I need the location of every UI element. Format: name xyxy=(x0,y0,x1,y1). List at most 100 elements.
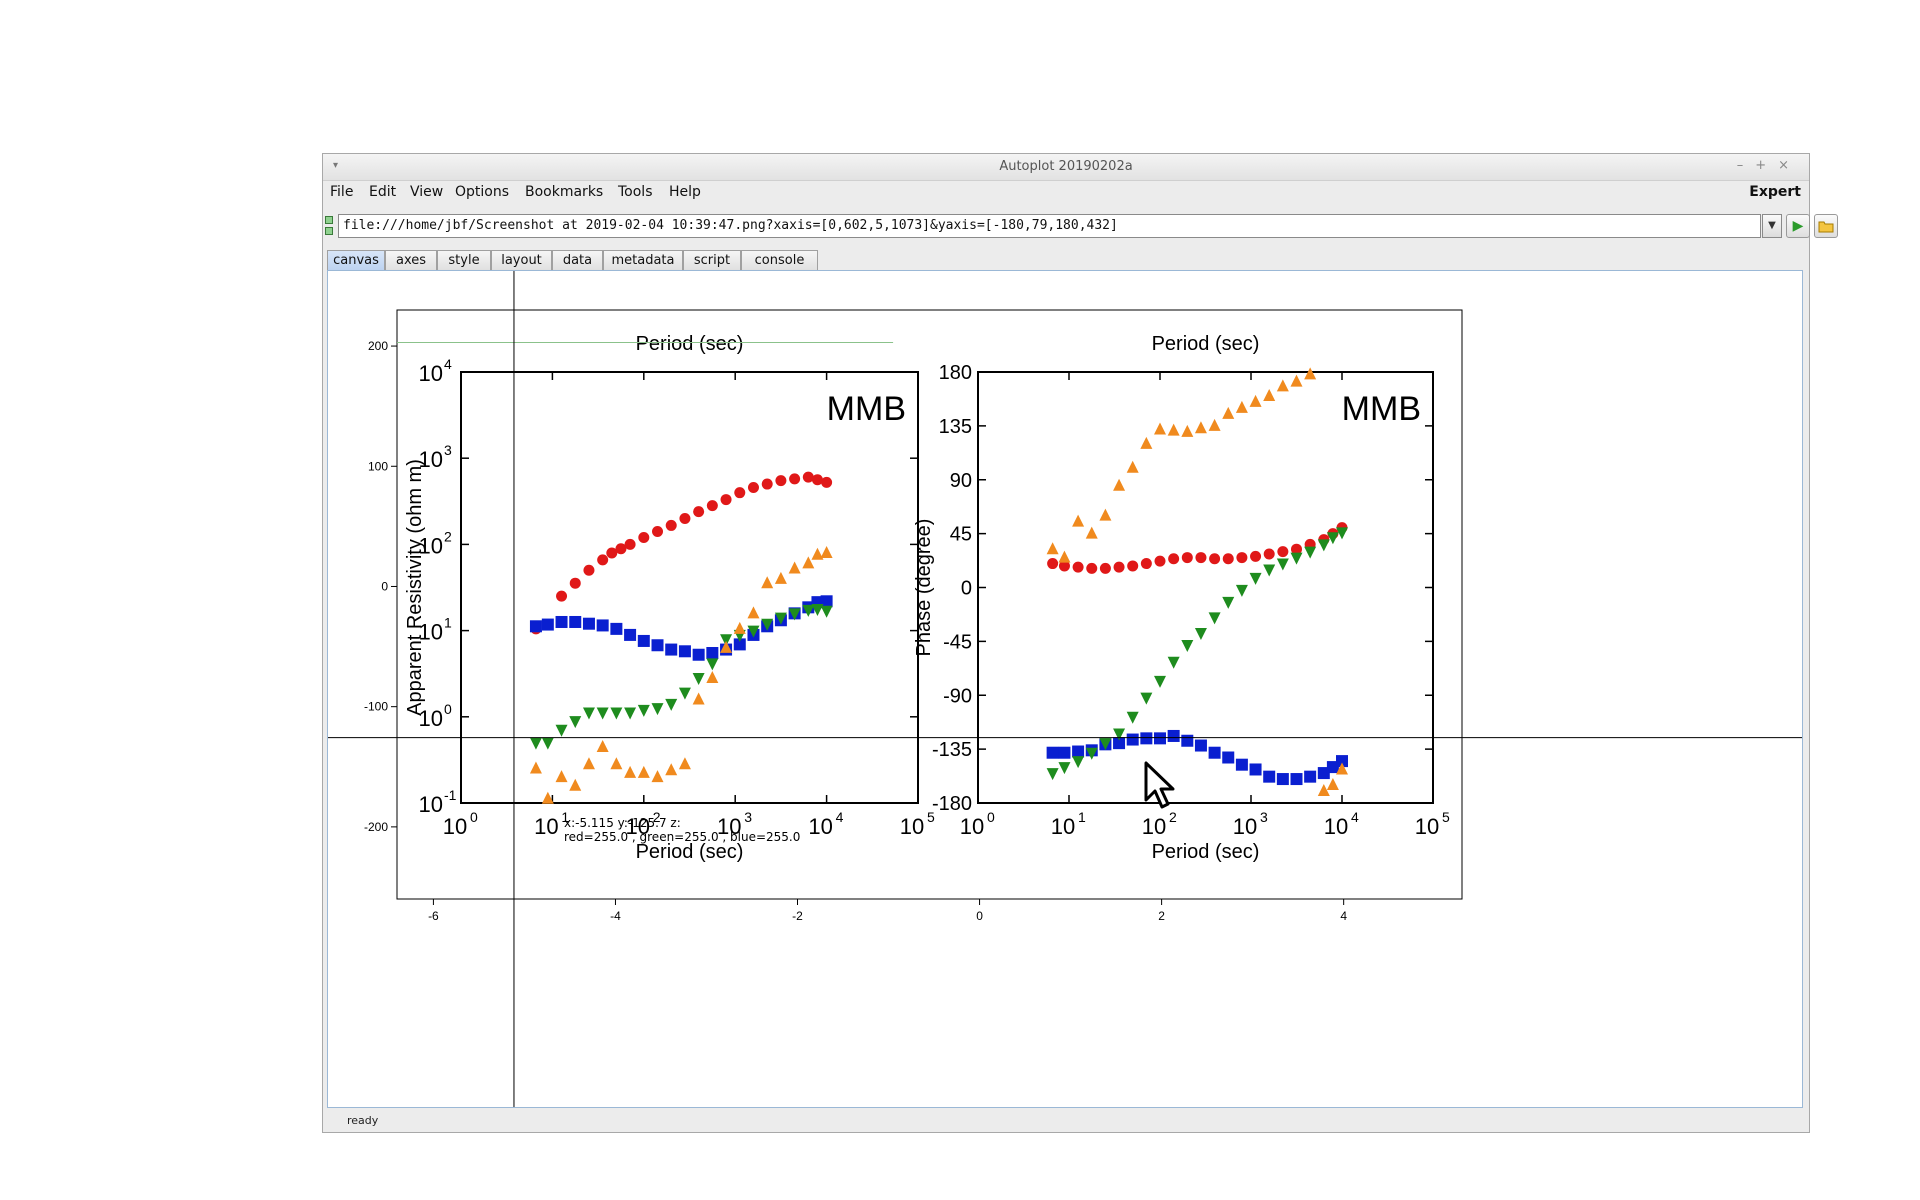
data-point xyxy=(1181,734,1194,747)
crosshair-readout: x:-5.115 y:-125.7 z: red=255.0 , green=2… xyxy=(564,816,800,844)
data-point xyxy=(720,640,733,653)
menu-bookmarks[interactable]: Bookmarks xyxy=(525,184,604,200)
data-point xyxy=(1058,550,1071,563)
tab-axes[interactable]: axes xyxy=(385,250,437,270)
menu-file[interactable]: File xyxy=(330,184,354,200)
panel-x-tick-label: 10 xyxy=(534,814,558,839)
data-point xyxy=(541,737,554,750)
outer-x-tick-label: -4 xyxy=(610,909,621,923)
data-point xyxy=(624,707,637,720)
title-bar[interactable]: ▾ Autoplot 20190202a –+× xyxy=(323,154,1809,181)
go-button[interactable]: ▶ xyxy=(1786,214,1810,238)
panel-x-tick-label: 10 xyxy=(1142,814,1166,839)
url-history-dropdown[interactable]: ▼ xyxy=(1762,214,1782,238)
panel-y-tick-label: 0 xyxy=(961,578,972,600)
data-point xyxy=(706,671,719,684)
data-point xyxy=(1113,478,1126,491)
data-point xyxy=(582,617,595,630)
data-point xyxy=(596,619,609,632)
data-point xyxy=(1208,612,1221,625)
data-point xyxy=(706,647,719,660)
maximize-icon[interactable]: + xyxy=(1755,158,1779,173)
data-point xyxy=(651,639,664,652)
data-point xyxy=(692,673,705,686)
canvas-panel[interactable]: -6 -4 -2 0 2 4 200 100 0 -100 -200 10 0 10 1 10 2 10 3 10 4 1… xyxy=(327,270,1803,1108)
outer-y-tick-label: -100 xyxy=(364,700,388,714)
minimize-icon[interactable]: – xyxy=(1736,158,1756,173)
data-point xyxy=(555,615,568,628)
panel-y-tick-label: 180 xyxy=(939,362,972,384)
data-point xyxy=(747,482,759,494)
panel-x-tick-label: 10 xyxy=(1415,814,1439,839)
data-point xyxy=(1235,758,1248,771)
url-input[interactable]: file:///home/jbf/Screenshot at 2019-02-0… xyxy=(338,214,1761,238)
data-point xyxy=(1250,550,1262,562)
tab-canvas[interactable]: canvas xyxy=(327,250,385,270)
data-point xyxy=(706,500,718,512)
panel-y-tick-exponent: 3 xyxy=(444,442,452,458)
menu-help[interactable]: Help xyxy=(669,184,701,200)
tab-style[interactable]: style xyxy=(437,250,491,270)
data-point xyxy=(1208,418,1221,431)
panel-site-label: MMB xyxy=(827,390,906,428)
menu-edit[interactable]: Edit xyxy=(369,184,397,200)
readout-line-1: x:-5.115 y:-125.7 z: xyxy=(564,816,681,830)
expert-menu[interactable]: Expert xyxy=(1749,184,1801,200)
outer-y-tick-label: 200 xyxy=(368,339,388,353)
data-point xyxy=(1140,732,1153,745)
panel-x-tick-label: 10 xyxy=(1324,814,1348,839)
tab-metadata[interactable]: metadata xyxy=(603,250,683,270)
data-point xyxy=(1235,400,1248,413)
menu-options[interactable]: Options xyxy=(455,184,510,200)
outer-x-tick-label: 0 xyxy=(976,909,983,923)
data-point xyxy=(1167,423,1180,436)
data-point xyxy=(638,532,650,544)
menu-view[interactable]: View xyxy=(410,184,444,200)
drag-handle-icon[interactable] xyxy=(325,216,333,235)
data-point xyxy=(596,739,609,752)
data-point xyxy=(1276,558,1289,571)
data-point xyxy=(1336,762,1348,775)
data-point xyxy=(733,638,746,651)
close-icon[interactable]: × xyxy=(1778,158,1801,173)
data-point xyxy=(665,519,677,531)
panel-x-tick-label: 10 xyxy=(900,814,924,839)
data-point xyxy=(678,645,691,658)
data-point xyxy=(1072,756,1085,769)
window-controls[interactable]: –+× xyxy=(1737,158,1801,173)
outer-x-tick-label: 2 xyxy=(1158,909,1165,923)
tab-layout[interactable]: layout xyxy=(491,250,552,270)
data-point xyxy=(637,765,650,778)
data-point xyxy=(811,474,823,486)
panel-x-tick-exponent: 2 xyxy=(1169,809,1177,825)
browse-button[interactable] xyxy=(1814,214,1838,238)
data-point xyxy=(1263,548,1275,560)
data-point xyxy=(610,757,623,770)
menu-tools[interactable]: Tools xyxy=(618,184,653,200)
window-menu-icon[interactable]: ▾ xyxy=(333,160,339,171)
data-point xyxy=(1099,562,1111,574)
panel-y-tick-exponent: -1 xyxy=(444,787,457,803)
data-point xyxy=(1222,553,1234,565)
data-point xyxy=(1072,745,1085,758)
data-point xyxy=(1249,394,1262,407)
data-point xyxy=(1304,367,1317,380)
panel-y-tick-label: -180 xyxy=(932,793,972,815)
data-point xyxy=(1072,561,1084,573)
panel-y-tick-label: 45 xyxy=(950,524,972,546)
tab-script[interactable]: script xyxy=(683,250,741,270)
panel-top-axis-label: Period (sec) xyxy=(1152,333,1260,355)
data-point xyxy=(733,621,746,634)
data-point xyxy=(1046,768,1059,781)
status-text: ready xyxy=(347,1114,379,1127)
data-point xyxy=(1181,552,1193,564)
data-point xyxy=(529,620,542,633)
folder-icon xyxy=(1818,221,1834,233)
tab-data[interactable]: data xyxy=(552,250,603,270)
data-point xyxy=(720,494,732,506)
tab-console[interactable]: console xyxy=(741,250,818,270)
data-point xyxy=(1154,732,1166,745)
data-point xyxy=(761,618,774,631)
data-point xyxy=(1222,406,1235,419)
